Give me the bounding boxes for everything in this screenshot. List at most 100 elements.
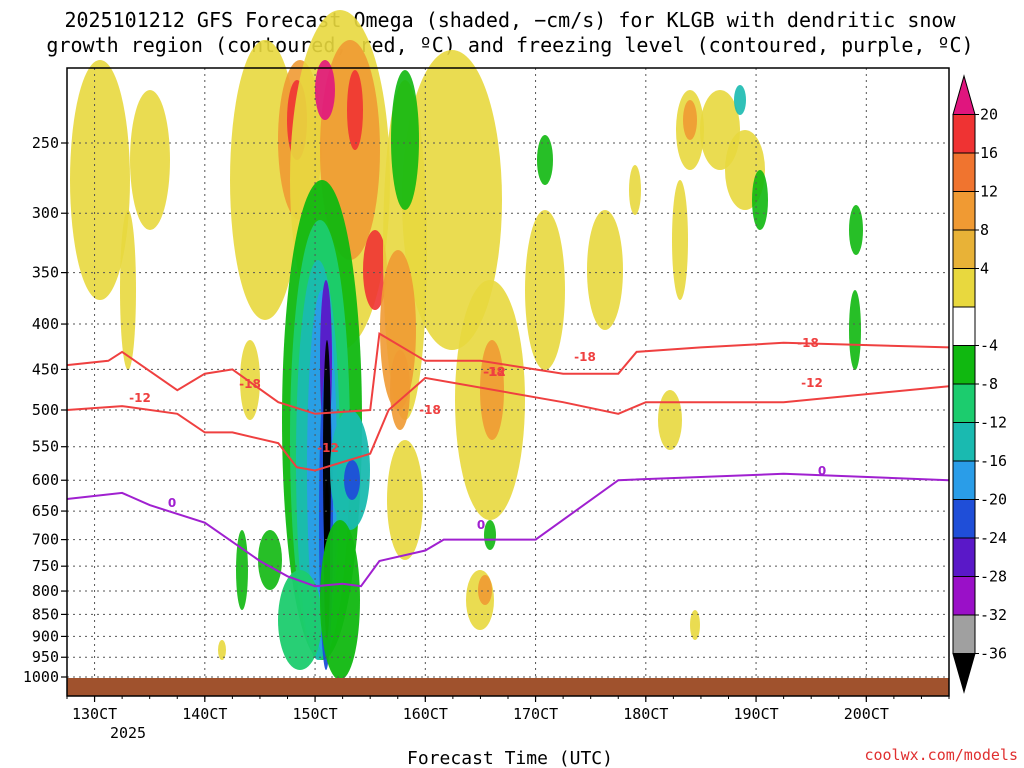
y-tick-label: 300 [32,204,59,222]
x-tick-label: 160CT [403,705,448,723]
omega-shade-blob [734,85,746,115]
colorbar-box [952,345,976,385]
colorbar-box [952,268,976,308]
y-tick-label: 800 [32,582,59,600]
y-tick-label: 250 [32,134,59,152]
y-tick-label: 450 [32,360,59,378]
ground-surface [67,678,949,696]
omega-shade-blob [380,250,416,410]
omega-shade-blob [658,390,682,450]
y-tick-label: 1000 [23,668,59,686]
colorbar-label: -36 [980,645,1007,663]
contour-label: -18 [419,403,441,417]
x-tick-label: 170CT [513,705,558,723]
omega-shade-blob [120,210,136,370]
chart-title-line-1: 2025101212 GFS Forecast Omega (shaded, −… [64,8,956,32]
omega-shade-blob [849,205,863,255]
contour-label: 0 [818,464,826,478]
omega-shade-blob [402,50,502,350]
colorbar-box [952,422,976,462]
x-tick-label: 130CT [72,705,117,723]
omega-shade-blob [537,135,553,185]
contour-line [66,472,950,588]
omega-shade-blob [315,60,335,120]
colorbar-label: 4 [980,260,989,278]
colorbar-box [952,460,976,500]
x-axis-time: 130CT 140CT 150CT 160CT 170CT 180CT 190CT 200CT [66,696,950,723]
y-tick-label: 900 [32,627,59,645]
omega-shade-blob [258,530,282,590]
omega-core-blob [278,570,322,670]
y-tick-label: 850 [32,605,59,623]
x-tick-label: 200CT [844,705,889,723]
y-tick-label: 350 [32,264,59,282]
colorbar-label: -32 [980,606,1007,624]
y-tick-label: 950 [32,648,59,666]
chart-title-line-2: growth region (contoured, red, ºC) and f… [46,33,973,57]
colorbar-label: -24 [980,529,1007,547]
omega-core-blob [344,460,360,500]
y-axis-pressure: 250 300 350 400 450 500 550 600 650 700 750 800 850 9… [23,134,67,686]
colorbar-label: -28 [980,568,1007,586]
colorbar-box [952,152,976,192]
x-tick-label: 180CT [623,705,668,723]
colorbar-box [952,114,976,154]
colorbar: 20 16 12 8 4 -4 -8 -12 -16 -20 -24 -28 -32 -36 [952,74,1007,694]
omega-shaded-field [70,10,863,680]
omega-shade-blob [683,100,697,140]
colorbar-bottom-arrow [952,653,976,694]
omega-shade-blob [690,610,700,640]
credit-text: coolwx.com/models [864,746,1018,764]
omega-shade-blob [363,230,387,310]
contour-line [66,376,950,472]
omega-shade-blob [391,70,419,210]
omega-shade-blob [525,210,565,370]
contour-label: -18 [574,350,596,364]
omega-shade-blob [70,60,130,300]
y-tick-label: 700 [32,531,59,549]
contour-label: 0 [477,518,485,532]
x-tick-label: 140CT [182,705,227,723]
colorbar-label: -16 [980,452,1007,470]
colorbar-label: 16 [980,144,998,162]
y-tick-label: 650 [32,502,59,520]
contour-label: 0 [168,496,176,510]
colorbar-label: 12 [980,183,998,201]
colorbar-label: 8 [980,221,989,239]
omega-shade-blob [629,165,641,215]
colorbar-box [952,383,976,423]
y-tick-label: 400 [32,315,59,333]
colorbar-label: 20 [980,106,998,124]
contour-label: -18 [239,377,261,391]
y-tick-label: 600 [32,471,59,489]
contour-label: -18 [797,336,819,350]
contour-label: -12 [317,441,339,455]
omega-shade-blob [587,210,623,330]
contour-line [66,331,950,415]
omega-shade-blob [478,575,492,605]
colorbar-box [952,499,976,539]
colorbar-label: -12 [980,414,1007,432]
colorbar-label: -20 [980,491,1007,509]
omega-shade-blob [672,180,688,300]
omega-shade-blob [240,340,260,420]
omega-shade-blob [484,520,496,550]
colorbar-box [952,614,976,654]
colorbar-box [952,537,976,577]
colorbar-box [952,229,976,269]
y-tick-label: 750 [32,557,59,575]
contour-label: -18 [483,365,505,379]
omega-shade-blob [130,90,170,230]
omega-core-blob [320,520,360,680]
omega-shade-blob [849,290,861,370]
omega-shade-blob [347,70,363,150]
colorbar-top-arrow [952,74,976,115]
contour-label: -12 [129,391,151,405]
x-axis-title: Forecast Time (UTC) [407,748,613,768]
y-tick-label: 500 [32,401,59,419]
colorbar-box [952,306,976,346]
omega-shade-blob [752,170,768,230]
omega-shade-blob [236,530,248,610]
